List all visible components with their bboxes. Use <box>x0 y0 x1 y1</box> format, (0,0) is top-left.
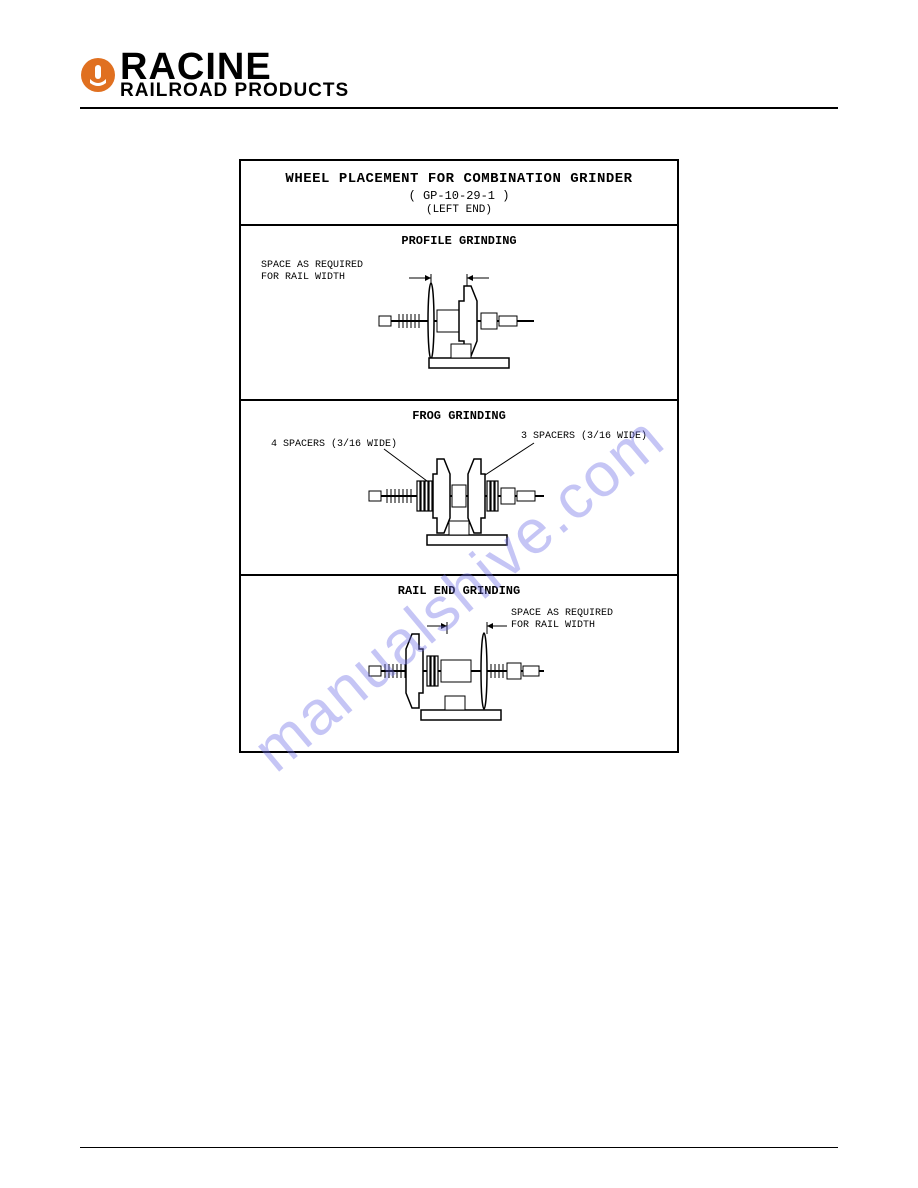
document-page: RACINE RAILROAD PRODUCTS WHEEL PLACEMENT… <box>0 0 918 1188</box>
page-header: RACINE RAILROAD PRODUCTS <box>80 50 838 109</box>
diagram-title: WHEEL PLACEMENT FOR COMBINATION GRINDER <box>249 171 669 187</box>
diagram-code: ( GP-10-29-1 ) <box>249 189 669 203</box>
section-title: RAIL END GRINDING <box>253 584 665 598</box>
schematic-railend <box>349 616 569 731</box>
diagram-end-label: (LEFT END) <box>249 204 669 216</box>
diagram-section-profile: PROFILE GRINDING SPACE AS REQUIRED FOR R… <box>241 226 677 401</box>
section-title: PROFILE GRINDING <box>253 234 665 248</box>
schematic-profile <box>359 266 559 381</box>
brand-main: RACINE <box>120 50 349 84</box>
diagram-section-frog: FROG GRINDING 4 SPACERS (3/16 WIDE) 3 SP… <box>241 401 677 576</box>
diagram-section-railend: RAIL END GRINDING SPACE AS REQUIRED FOR … <box>241 576 677 751</box>
brand-logo: RACINE RAILROAD PRODUCTS <box>80 50 838 99</box>
brand-text: RACINE RAILROAD PRODUCTS <box>120 50 349 99</box>
brand-sub: RAILROAD PRODUCTS <box>120 82 349 99</box>
brand-icon <box>80 57 116 93</box>
diagram-container: WHEEL PLACEMENT FOR COMBINATION GRINDER … <box>239 159 679 753</box>
schematic-frog <box>349 441 569 556</box>
section-title: FROG GRINDING <box>253 409 665 423</box>
footer-rule <box>80 1147 838 1148</box>
diagram-header: WHEEL PLACEMENT FOR COMBINATION GRINDER … <box>241 161 677 226</box>
annotation-label: SPACE AS REQUIRED FOR RAIL WIDTH <box>261 260 363 284</box>
